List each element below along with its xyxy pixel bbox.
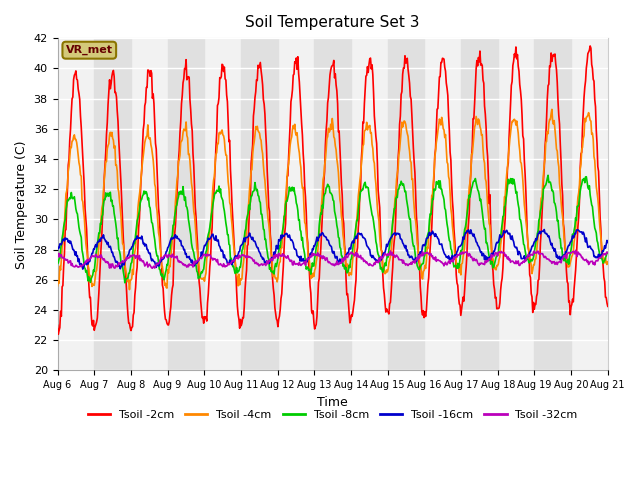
X-axis label: Time: Time <box>317 396 348 408</box>
Legend: Tsoil -2cm, Tsoil -4cm, Tsoil -8cm, Tsoil -16cm, Tsoil -32cm: Tsoil -2cm, Tsoil -4cm, Tsoil -8cm, Tsoi… <box>83 406 582 425</box>
Bar <box>388 38 424 371</box>
Bar <box>461 38 498 371</box>
Bar <box>94 38 131 371</box>
Bar <box>241 38 278 371</box>
Y-axis label: Soil Temperature (C): Soil Temperature (C) <box>15 140 28 268</box>
Bar <box>314 38 351 371</box>
Bar <box>168 38 204 371</box>
Text: VR_met: VR_met <box>66 45 113 55</box>
Title: Soil Temperature Set 3: Soil Temperature Set 3 <box>245 15 420 30</box>
Bar <box>534 38 571 371</box>
